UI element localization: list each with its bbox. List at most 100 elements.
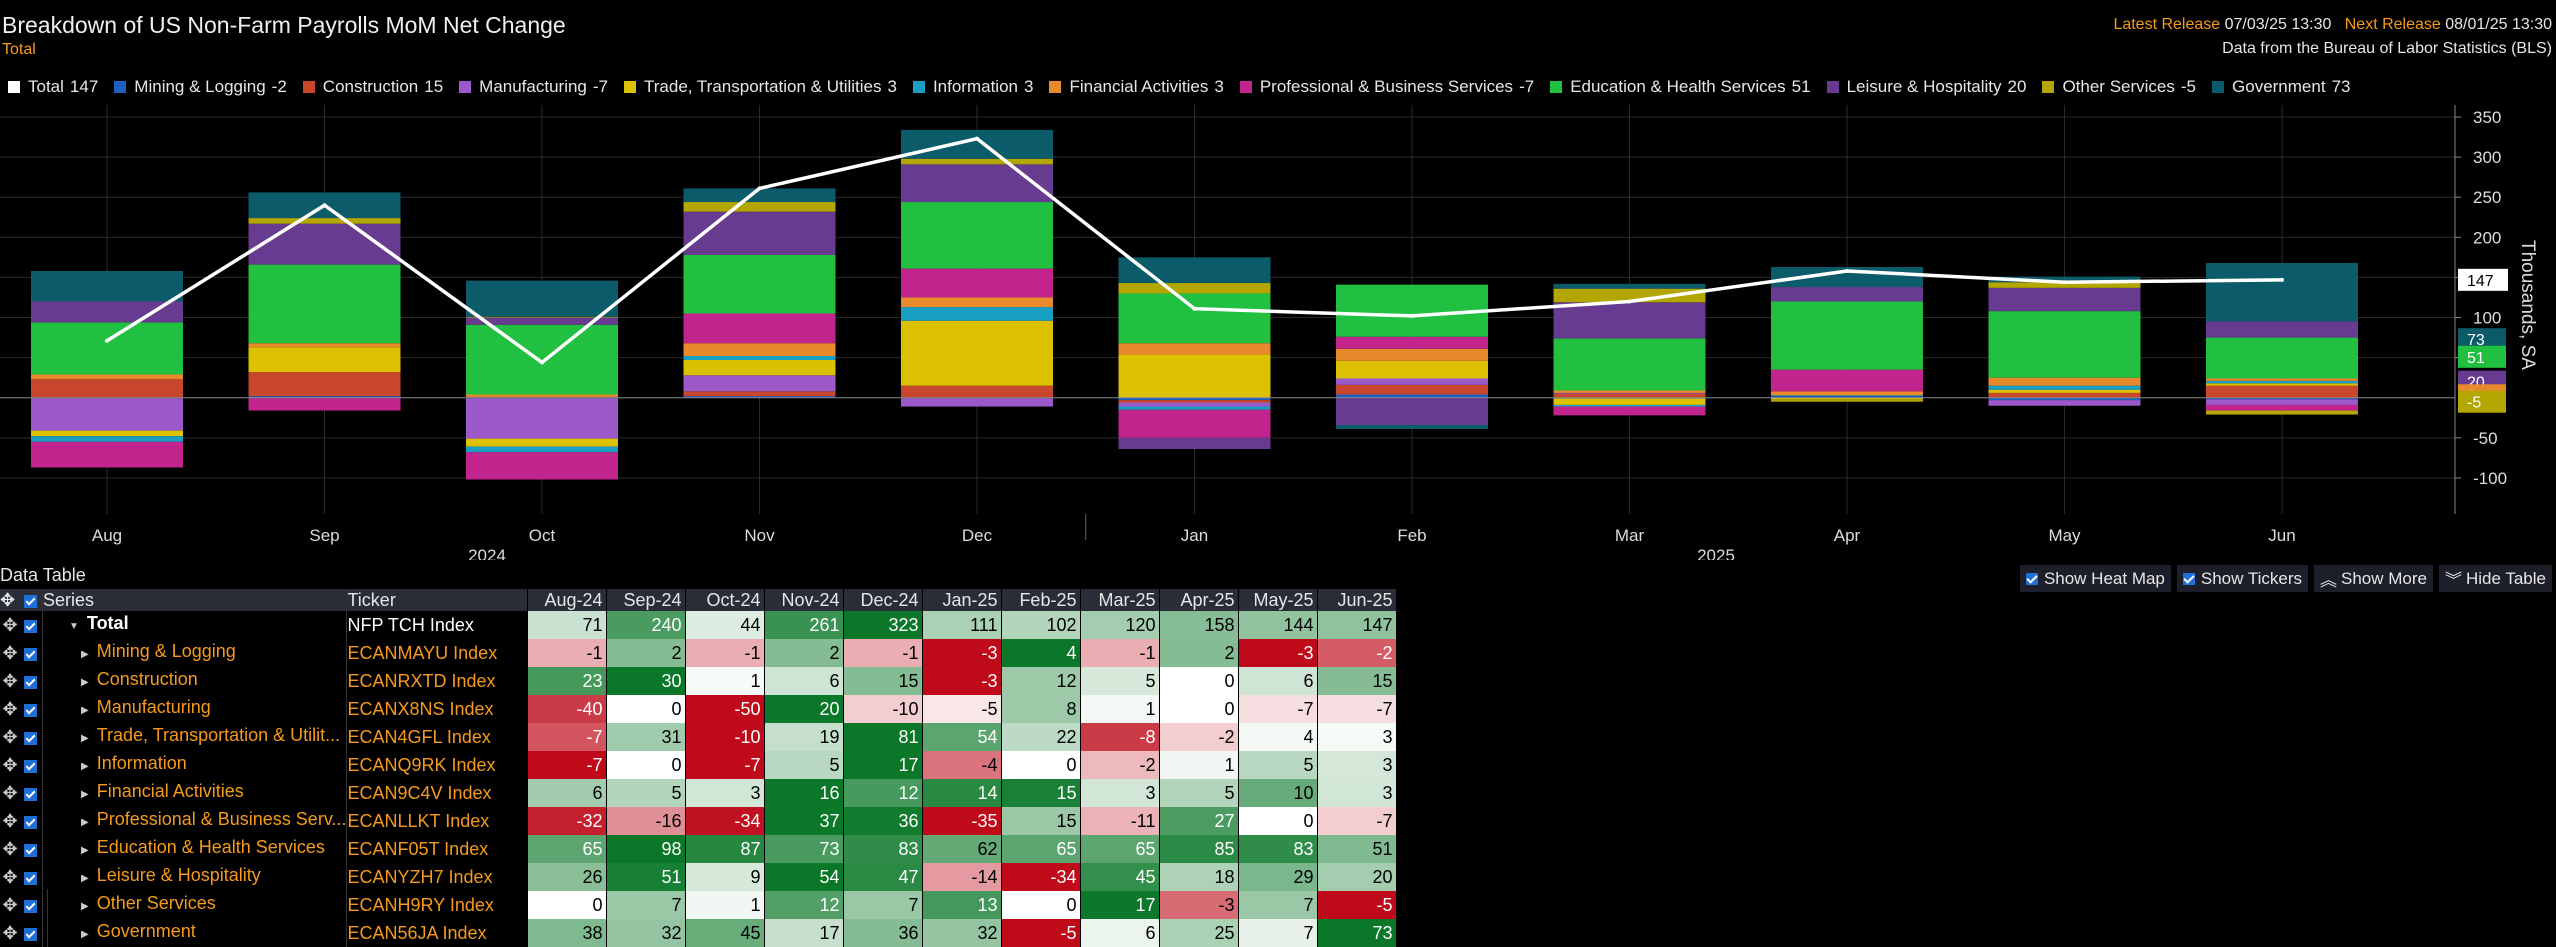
value-cell[interactable]: 23: [527, 667, 607, 695]
bar-segment[interactable]: [1336, 384, 1488, 395]
column-header-month[interactable]: Apr-25: [1159, 589, 1239, 611]
series-name[interactable]: ▶ Government: [44, 921, 196, 941]
bar-segment[interactable]: [248, 218, 401, 224]
value-cell[interactable]: -14: [922, 863, 1002, 891]
value-cell[interactable]: -10: [843, 695, 923, 723]
bar-segment[interactable]: [901, 385, 1053, 398]
value-cell[interactable]: 5: [1080, 667, 1160, 695]
bar-segment[interactable]: [1553, 288, 1706, 303]
value-cell[interactable]: 111: [922, 611, 1002, 639]
table-row[interactable]: ✥ ▼ Total NFP TCH Index 71 240 44 261 323 111 102 1…: [0, 611, 1397, 639]
bar-segment[interactable]: [1118, 400, 1271, 403]
bar-segment[interactable]: [248, 396, 401, 398]
value-cell[interactable]: -3: [1159, 891, 1239, 919]
value-cell[interactable]: 3: [1317, 779, 1397, 807]
value-cell[interactable]: 4: [1238, 723, 1318, 751]
value-cell[interactable]: 36: [843, 919, 923, 947]
value-cell[interactable]: 27: [1159, 807, 1239, 835]
value-cell[interactable]: 83: [843, 835, 923, 863]
value-cell[interactable]: -7: [685, 751, 765, 779]
ticker-cell[interactable]: ECANH9RY Index: [346, 891, 528, 919]
bar-segment[interactable]: [1553, 404, 1706, 407]
bar-segment[interactable]: [901, 202, 1053, 269]
bar-segment[interactable]: [1118, 257, 1271, 284]
table-row[interactable]: ✥ ▶ Information ECANQ9RK Index -7 0 -7 5 17 -4 0 -2…: [0, 751, 1397, 779]
value-cell[interactable]: -7: [1317, 807, 1397, 835]
column-header-month[interactable]: May-25: [1238, 589, 1318, 611]
value-cell[interactable]: 12: [843, 779, 923, 807]
table-row[interactable]: ✥ ▶ Professional & Business Serv... ECANLLK…: [0, 807, 1397, 835]
value-cell[interactable]: 25: [1159, 919, 1239, 947]
value-cell[interactable]: 16: [764, 779, 844, 807]
value-cell[interactable]: 6: [764, 667, 844, 695]
value-cell[interactable]: 5: [1238, 751, 1318, 779]
legend-item[interactable]: Other Services -5: [2042, 77, 2196, 97]
bar-segment[interactable]: [1771, 397, 1923, 400]
value-cell[interactable]: 147: [1317, 611, 1397, 639]
bar-segment[interactable]: [466, 280, 618, 317]
value-cell[interactable]: 26: [527, 863, 607, 891]
legend-item[interactable]: Professional & Business Services -7: [1239, 77, 1534, 97]
value-cell[interactable]: 32: [922, 919, 1002, 947]
value-cell[interactable]: 7: [843, 891, 923, 919]
series-name[interactable]: ▶ Mining & Logging: [44, 641, 236, 661]
value-cell[interactable]: -16: [606, 807, 686, 835]
bar-segment[interactable]: [2206, 385, 2358, 398]
bar-segment[interactable]: [1118, 397, 1271, 401]
bar-segment[interactable]: [2206, 397, 2358, 400]
bar-segment[interactable]: [2206, 399, 2358, 405]
value-cell[interactable]: -5: [922, 695, 1002, 723]
caret-right-icon[interactable]: ▶: [81, 761, 89, 772]
bar-segment[interactable]: [1118, 406, 1271, 410]
bar-segment[interactable]: [1988, 397, 2141, 401]
value-cell[interactable]: 15: [1001, 779, 1081, 807]
row-checkbox[interactable]: [20, 695, 43, 723]
value-cell[interactable]: 0: [1001, 891, 1081, 919]
bar-segment[interactable]: [901, 398, 1053, 407]
hide-table-button[interactable]: ︾ Hide Table: [2438, 565, 2552, 592]
bar-segment[interactable]: [901, 297, 1053, 308]
caret-right-icon[interactable]: ▶: [81, 705, 89, 716]
value-cell[interactable]: 17: [764, 919, 844, 947]
value-cell[interactable]: -34: [1001, 863, 1081, 891]
bar-segment[interactable]: [1771, 395, 1923, 397]
value-cell[interactable]: 5: [764, 751, 844, 779]
legend-item[interactable]: Total 147: [8, 77, 98, 97]
value-cell[interactable]: 47: [843, 863, 923, 891]
row-checkbox[interactable]: [20, 751, 43, 779]
ticker-cell[interactable]: ECANF05T Index: [346, 835, 528, 863]
bar-segment[interactable]: [248, 372, 401, 397]
caret-right-icon[interactable]: ▶: [81, 901, 89, 912]
value-cell[interactable]: -7: [1238, 695, 1318, 723]
value-cell[interactable]: 32: [606, 919, 686, 947]
bar-segment[interactable]: [1988, 311, 2141, 378]
bar-segment[interactable]: [1553, 392, 1706, 394]
bar-segment[interactable]: [31, 379, 183, 398]
crosshair-icon[interactable]: ✥: [2, 867, 18, 887]
ticker-cell[interactable]: ECAN4GFL Index: [346, 723, 528, 751]
bar-segment[interactable]: [248, 343, 401, 348]
ticker-cell[interactable]: ECANLLKT Index: [346, 807, 528, 835]
value-cell[interactable]: 0: [1001, 751, 1081, 779]
bar-segment[interactable]: [1771, 287, 1923, 302]
bar-segment[interactable]: [31, 271, 183, 302]
value-cell[interactable]: 62: [922, 835, 1002, 863]
bar-segment[interactable]: [683, 188, 836, 203]
row-checkbox[interactable]: [20, 835, 43, 863]
ticker-cell[interactable]: NFP TCH Index: [346, 611, 528, 639]
row-checkbox[interactable]: [20, 667, 43, 695]
value-cell[interactable]: 0: [606, 695, 686, 723]
row-checkbox[interactable]: [20, 807, 43, 835]
series-name[interactable]: ▶ Construction: [44, 669, 198, 689]
caret-right-icon[interactable]: ▶: [81, 845, 89, 856]
bar-segment[interactable]: [1553, 390, 1706, 393]
value-cell[interactable]: 73: [1317, 919, 1397, 947]
series-name[interactable]: ▶ Leisure & Hospitality: [44, 865, 261, 885]
bar-segment[interactable]: [1771, 396, 1923, 398]
value-cell[interactable]: -3: [1238, 639, 1318, 667]
value-cell[interactable]: 8: [1001, 695, 1081, 723]
bar-segment[interactable]: [683, 391, 836, 397]
crosshair-icon[interactable]: ✥: [2, 699, 18, 719]
value-cell[interactable]: 7: [606, 891, 686, 919]
value-cell[interactable]: 102: [1001, 611, 1081, 639]
